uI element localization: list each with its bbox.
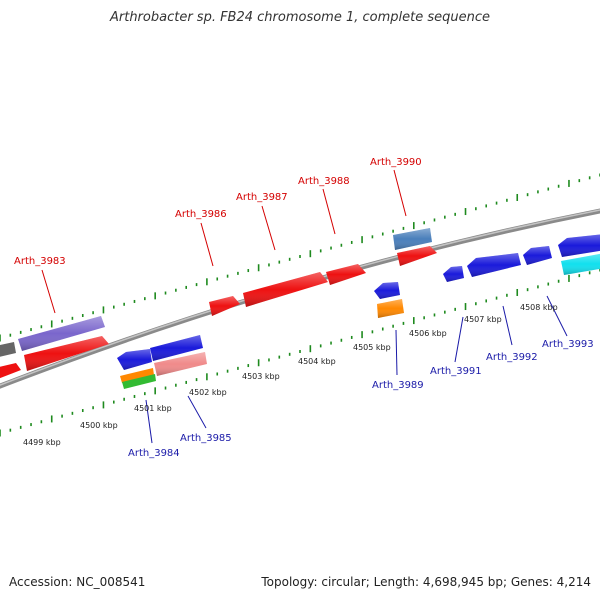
gene-feature[interactable] [0,342,16,358]
gene-label[interactable]: Arth_3991 [430,366,482,377]
kbp-label: 4502 kbp [189,388,227,397]
gene-feature[interactable] [523,246,552,265]
gene-label[interactable]: Arth_3984 [128,448,180,459]
kbp-label: 4508 kbp [520,303,558,312]
gene-feature[interactable] [558,234,600,257]
gene-feature[interactable] [209,296,240,316]
gene-label[interactable]: Arth_3992 [486,352,538,363]
gene-feature[interactable] [377,299,404,318]
kbp-label: 4506 kbp [409,329,447,338]
gene-feature[interactable] [154,352,207,376]
kbp-label: 4504 kbp [298,357,336,366]
gene-label[interactable]: Arth_3989 [372,380,424,391]
gene-feature[interactable] [561,253,600,275]
accession-text: Accession: NC_008541 [9,575,146,589]
kbp-label: 4503 kbp [242,372,280,381]
kbp-label: 4505 kbp [353,343,391,352]
gene-feature[interactable] [122,374,156,389]
gene-label[interactable]: Arth_3987 [236,192,288,203]
gene-label[interactable]: Arth_3985 [180,433,232,444]
gene-feature[interactable] [120,368,154,383]
gene-feature[interactable] [467,253,521,277]
gene-features [0,228,600,389]
gene-label[interactable]: Arth_3988 [298,176,350,187]
tick-row-lower [0,268,600,437]
gene-feature[interactable] [117,349,152,370]
gene-feature[interactable] [326,264,366,285]
kbp-label: 4501 kbp [134,404,172,413]
kbp-label: 4500 kbp [80,421,118,430]
gene-feature[interactable] [397,246,437,266]
gene-feature[interactable] [150,335,203,361]
gene-feature[interactable] [243,272,328,307]
gene-feature[interactable] [443,266,464,282]
tick-row-upper [0,173,600,342]
gene-feature[interactable] [18,316,105,351]
gene-feature[interactable] [374,282,400,299]
kbp-label: 4499 kbp [23,438,61,447]
gene-feature[interactable] [0,363,21,380]
topology-summary: Topology: circular; Length: 4,698,945 bp… [261,575,591,589]
gene-label[interactable]: Arth_3993 [542,339,594,350]
gene-labels: Arth_3983 Arth_3986 Arth_3987 Arth_3988 … [14,157,594,459]
gene-label[interactable]: Arth_3986 [175,209,227,220]
gene-feature[interactable] [393,228,432,250]
gene-label[interactable]: Arth_3983 [14,256,66,267]
kbp-label: 4507 kbp [464,315,502,324]
gene-label[interactable]: Arth_3990 [370,157,422,168]
gene-feature[interactable] [24,336,109,371]
kbp-scale-labels: 4499 kbp 4500 kbp 4501 kbp 4502 kbp 4503… [23,303,558,447]
label-leader-lines [41,169,568,444]
map-title: Arthrobacter sp. FB24 chromosome 1, comp… [109,10,491,25]
